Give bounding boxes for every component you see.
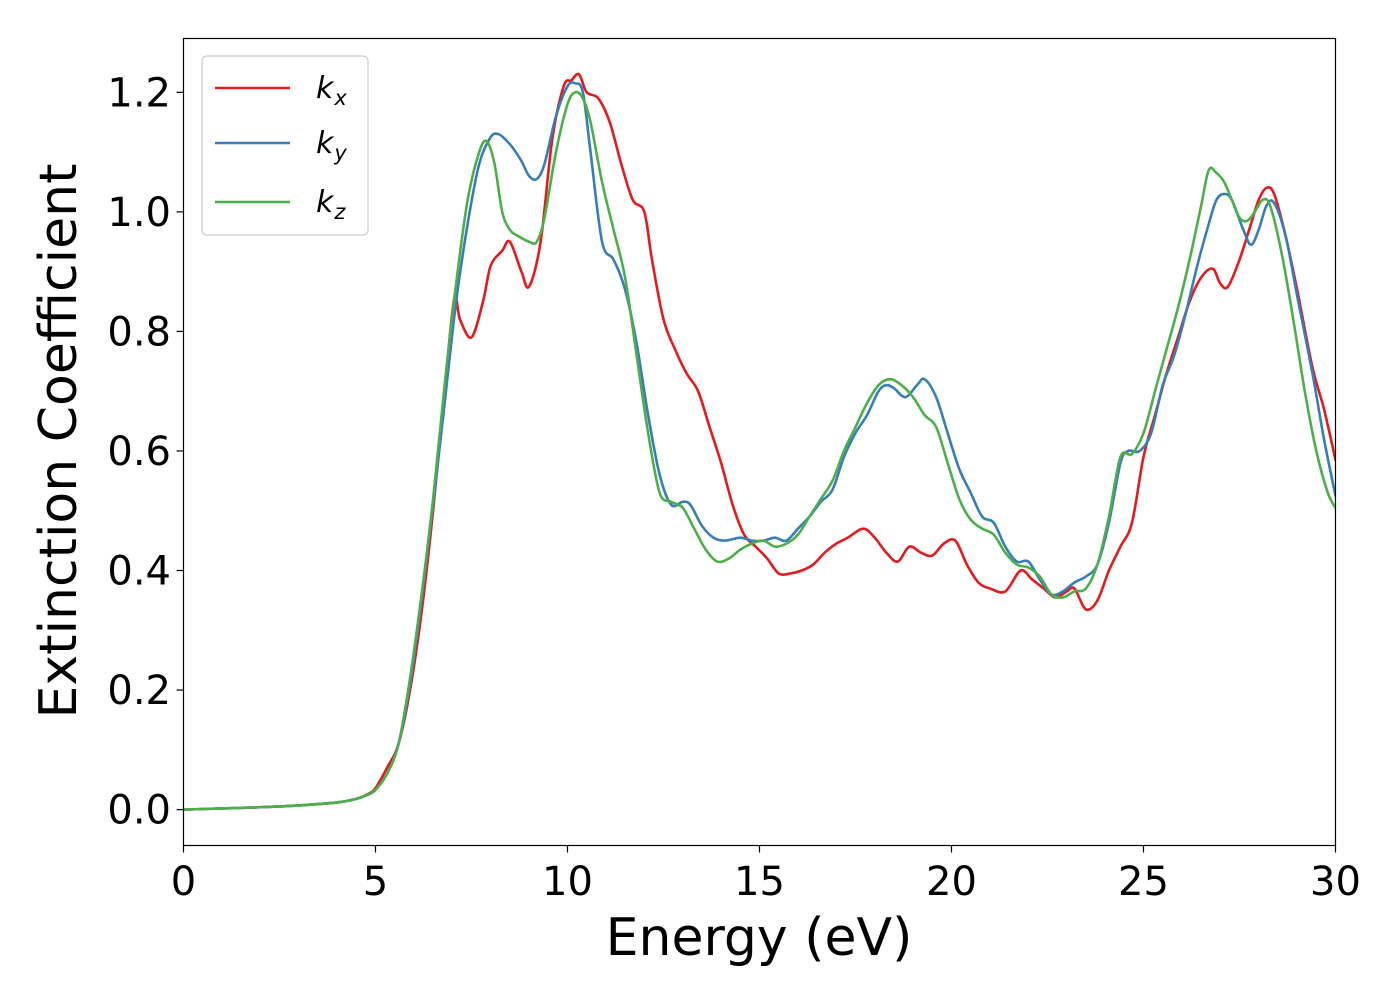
y-tick-label: 1.2 [107,70,171,116]
y-tick-label: 0.2 [107,668,171,714]
x-tick-label: 5 [363,859,388,905]
x-tick-label: 10 [542,859,593,905]
legend-label-y: ky [316,126,347,165]
x-tick-label: 20 [926,859,977,905]
legend-label-z: kz [316,185,346,224]
series-line-z [183,90,1336,811]
y-tick-label: 0.8 [107,309,171,355]
x-axis-title: Energy (eV) [606,908,913,968]
y-tick-label: 0.4 [107,549,171,595]
y-tick-label: 1.0 [107,190,171,236]
y-tick-label: 0.6 [107,429,171,475]
legend-box [201,55,369,236]
y-axis-title: Extinction Coefficient [29,164,89,719]
x-tick-label: 15 [734,859,785,905]
ticks-layer: 0 5 10 15 20 25 30 0.0 0.2 0.4 0.6 0.8 1.0 1.2 [107,70,1361,905]
legend-label-x: kx [316,71,347,110]
x-tick-label: 0 [171,859,196,905]
series-layer [183,72,1336,811]
legend: kx ky kz [201,55,369,236]
x-tick-label: 30 [1310,859,1361,905]
x-tick-label: 25 [1118,859,1169,905]
y-tick-label: 0.0 [107,788,171,834]
